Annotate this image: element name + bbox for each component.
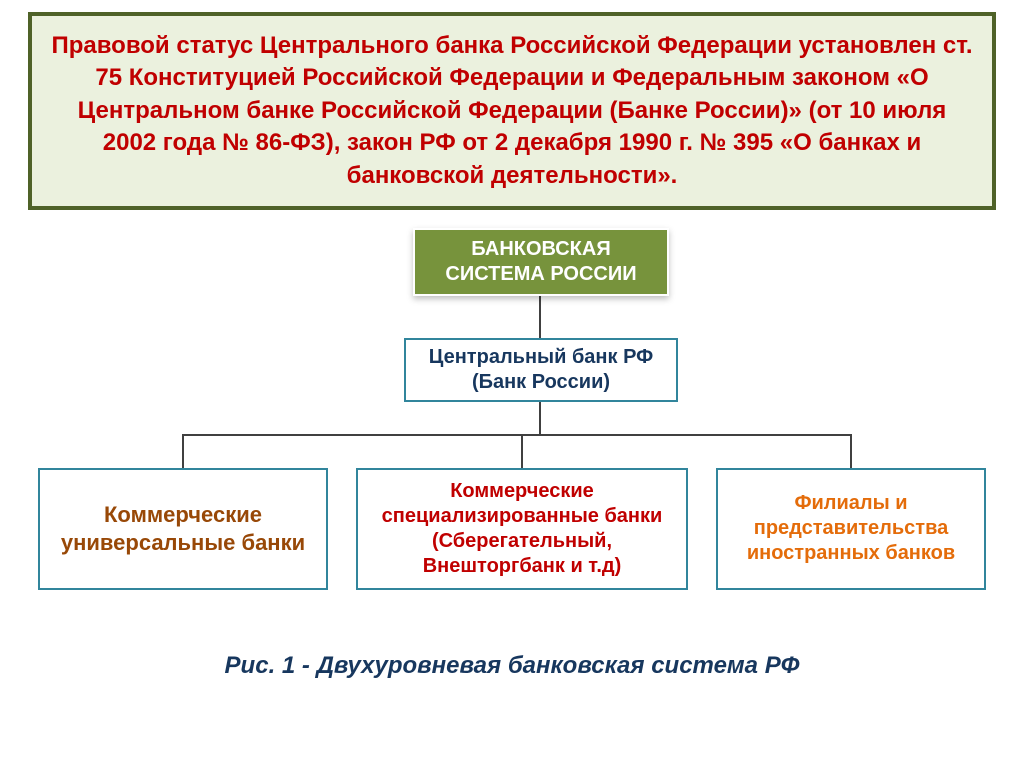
connector (850, 434, 852, 468)
leaf-label: Филиалы и представительства иностранных … (728, 491, 974, 566)
connector (539, 296, 541, 338)
central-bank-label: Центральный банк РФ (Банк России) (424, 345, 658, 395)
legal-status-box: Правовой статус Центрального банка Росси… (28, 12, 996, 210)
leaf-label: Коммерческие специализированные банки (С… (368, 479, 676, 579)
leaf-node: Филиалы и представительства иностранных … (716, 468, 986, 590)
figure-caption: Рис. 1 - Двухуровневая банковская систем… (28, 652, 996, 680)
leaf-label: Коммерческие универсальные банки (50, 501, 316, 556)
central-bank-node: Центральный банк РФ (Банк России) (404, 338, 678, 402)
connector (182, 434, 852, 436)
connector (521, 434, 523, 468)
banking-system-diagram: БАНКОВСКАЯ СИСТЕМА РОССИИ Центральный ба… (28, 228, 996, 648)
leaf-node: Коммерческие универсальные банки (38, 468, 328, 590)
connector (182, 434, 184, 468)
root-node: БАНКОВСКАЯ СИСТЕМА РОССИИ (413, 228, 669, 296)
leaf-node: Коммерческие специализированные банки (С… (356, 468, 688, 590)
connector (539, 402, 541, 436)
legal-status-text: Правовой статус Центрального банка Росси… (50, 30, 974, 192)
root-node-label: БАНКОВСКАЯ СИСТЕМА РОССИИ (429, 237, 653, 287)
